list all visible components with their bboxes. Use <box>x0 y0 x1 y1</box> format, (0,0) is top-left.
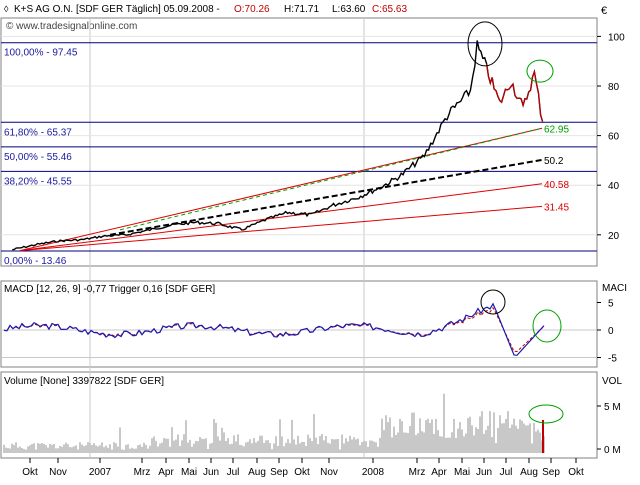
x-axis-label: Mai <box>181 467 197 478</box>
fib-level-label: 38,20% - 45.55 <box>4 176 72 187</box>
price-y-tick-label: 40 <box>608 181 620 192</box>
price-y-tick-label: 100 <box>608 32 625 43</box>
header-low: L:63.60 <box>332 4 366 15</box>
recent-highlight-circle <box>526 59 554 83</box>
macd-peak-circle <box>480 289 506 315</box>
macd-y-tick-label: 0 <box>608 326 614 337</box>
trendline-value-label: 62.95 <box>544 124 569 135</box>
currency-label: € <box>601 5 607 17</box>
x-axis-label: Apr <box>158 467 174 478</box>
x-axis-label: Mrz <box>409 467 426 478</box>
x-axis-label: Okt <box>22 467 38 478</box>
price-y-tick-label: 60 <box>608 132 620 143</box>
header-high: H:71.71 <box>284 4 319 15</box>
x-axis-label: Aug <box>520 467 538 478</box>
macd-recent-circle <box>532 309 562 343</box>
fib-level-label: 50,00% - 55.46 <box>4 152 72 163</box>
x-axis-label: Aug <box>248 467 266 478</box>
price-series-recent <box>486 63 544 122</box>
header-title: K+S AG O.N. [SDF GER Täglich] 05.09.2008… <box>14 4 220 15</box>
fib-level-label: 61,80% - 65.37 <box>4 127 72 138</box>
macd-axis-title: MACI <box>602 283 627 294</box>
x-axis-label: Nov <box>320 467 338 478</box>
x-axis-label: Jul <box>500 467 513 478</box>
trendline-green-dashed <box>119 127 543 231</box>
trendline-value-label: 31.45 <box>544 202 569 213</box>
x-axis-label: Mrz <box>134 467 151 478</box>
x-axis-label: Okt <box>568 467 584 478</box>
macd-y-tick-label: -5 <box>608 354 617 365</box>
macd-header: MACD [12, 26, 9] -0,77 Trigger 0,16 [SDF… <box>4 283 627 295</box>
x-axis-label: Sep <box>270 467 288 478</box>
price-series-line <box>12 40 544 251</box>
macd-y-tick-label: 5 <box>608 299 614 310</box>
x-axis-label: Mai <box>454 467 470 478</box>
volume-axis-title: VOL <box>602 376 622 387</box>
trendline-red-lower <box>19 205 543 252</box>
chart-header: ◊ K+S AG O.N. [SDF GER Täglich] 05.09.20… <box>4 4 607 32</box>
trendline-value-label: 50.2 <box>544 156 564 167</box>
price-y-tick-label: 20 <box>608 231 620 242</box>
macd-title: MACD [12, 26, 9] -0,77 Trigger 0,16 [SDF… <box>4 284 215 295</box>
x-axis-label: Jun <box>203 467 219 478</box>
x-axis-label: Sep <box>542 467 560 478</box>
volume-y-tick-label: 5 M <box>604 402 621 413</box>
fib-level-label: 0,00% - 13.46 <box>4 256 67 267</box>
trendline-red-upper <box>19 127 543 252</box>
watermark: © www.tradesignalonline.com <box>6 21 137 32</box>
x-axis-label: Nov <box>49 467 67 478</box>
header-open: O:70.26 <box>234 4 270 15</box>
x-axis-label: Okt <box>294 467 310 478</box>
macd-line <box>3 302 545 356</box>
fib-level-label: 100,00% - 97.45 <box>4 48 78 59</box>
x-axis-label: Jun <box>476 467 492 478</box>
peak-highlight-circle <box>467 21 503 67</box>
header-close: C:65.63 <box>372 4 407 15</box>
price-y-tick-label: 80 <box>608 82 620 93</box>
trendline-black-dashed <box>109 158 543 236</box>
trendline-value-label: 40.58 <box>544 180 569 191</box>
trendline-red-mid <box>19 183 543 252</box>
x-axis-label: Jul <box>227 467 240 478</box>
header-icon: ◊ <box>4 4 9 14</box>
volume-y-tick-label: 0 M <box>604 445 621 456</box>
volume-highlight-circle <box>528 404 564 424</box>
volume-title: Volume [None] 3397822 [SDF GER] <box>4 376 164 387</box>
x-axis-label: 2008 <box>362 467 385 478</box>
x-axis-label: 2007 <box>89 467 112 478</box>
macd-panel <box>0 280 598 368</box>
x-axis-label: Apr <box>431 467 447 478</box>
volume-header: Volume [None] 3397822 [SDF GER] VOL <box>4 376 622 387</box>
